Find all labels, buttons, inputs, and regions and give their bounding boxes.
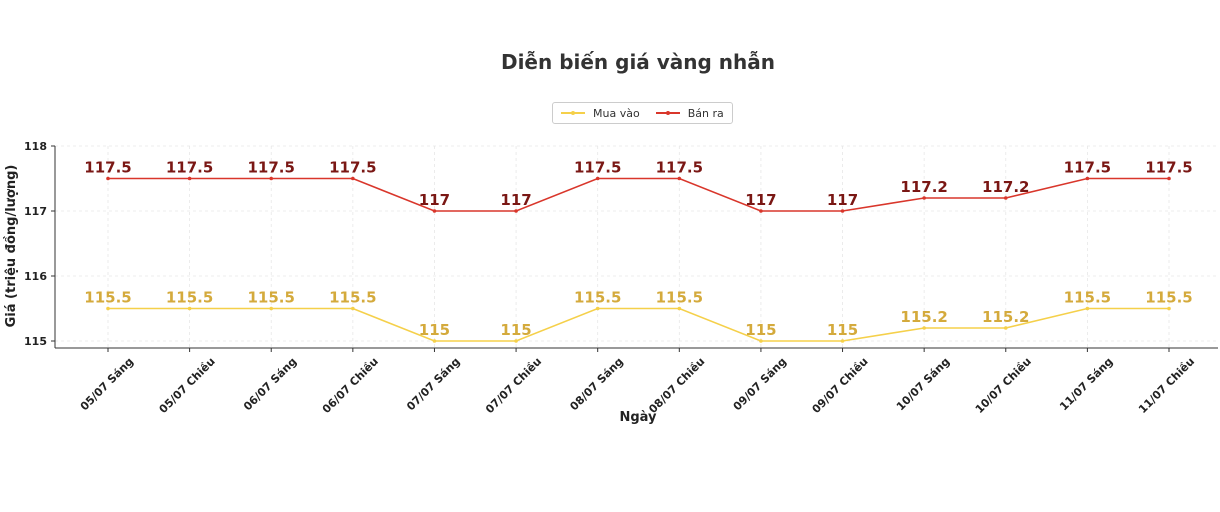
data-label: 115.2 xyxy=(900,308,947,326)
data-label: 117 xyxy=(745,191,776,209)
data-point xyxy=(351,176,355,181)
data-point xyxy=(922,196,926,200)
data-label: 117.5 xyxy=(1145,159,1192,177)
data-point xyxy=(1085,176,1090,181)
data-point xyxy=(269,306,274,311)
data-point xyxy=(432,209,437,213)
data-label: 115 xyxy=(500,321,531,339)
grid xyxy=(55,145,1218,348)
legend-swatch-mua-vao xyxy=(561,109,585,117)
data-label: 117 xyxy=(827,191,858,209)
data-label: 115.5 xyxy=(1145,289,1192,307)
data-point xyxy=(432,339,437,343)
data-point xyxy=(1003,326,1008,330)
data-label: 117.5 xyxy=(329,159,376,177)
data-point xyxy=(677,176,682,181)
x-tick-label: 07/07 Sáng xyxy=(404,355,462,413)
data-label: 117.2 xyxy=(900,178,947,196)
y-tick-label: 117 xyxy=(24,205,47,218)
series xyxy=(106,176,1171,343)
data-point xyxy=(840,339,845,343)
x-tick-label: 06/07 Chiều xyxy=(320,355,381,416)
data-point xyxy=(351,306,355,311)
data-label: 115 xyxy=(745,321,776,339)
x-tick-label: 11/07 Sáng xyxy=(1057,355,1115,413)
data-label: 115.5 xyxy=(656,289,703,307)
data-point xyxy=(1003,196,1008,200)
x-tick-label: 08/07 Sáng xyxy=(567,355,625,413)
data-point xyxy=(677,306,682,311)
data-point xyxy=(106,306,110,311)
data-label: 117.5 xyxy=(248,159,295,177)
x-tick-label: 10/07 Sáng xyxy=(894,355,952,413)
data-point xyxy=(514,209,518,213)
data-point xyxy=(1167,306,1171,311)
data-label: 115.5 xyxy=(574,289,621,307)
data-label: 115 xyxy=(419,321,450,339)
data-label: 117.5 xyxy=(1064,159,1111,177)
legend-label-mua-vao: Mua vào xyxy=(593,106,640,120)
data-point xyxy=(759,209,763,213)
legend-label-ban-ra: Bán ra xyxy=(687,106,724,120)
data-point xyxy=(595,306,600,311)
data-label: 117 xyxy=(500,191,531,209)
data-label: 117.5 xyxy=(574,159,621,177)
data-point xyxy=(1167,176,1171,181)
series-line-ban-ra xyxy=(108,177,1169,212)
x-tick-label: 09/07 Chiều xyxy=(810,355,871,416)
legend-swatch-ban-ra xyxy=(655,109,680,117)
x-tick-label: 08/07 Chiều xyxy=(646,355,707,416)
data-point xyxy=(922,326,926,330)
y-axis-title: Giá (triệu đồng/lượng) xyxy=(4,165,19,328)
data-point xyxy=(1085,306,1090,311)
data-label: 115.2 xyxy=(982,308,1029,326)
data-point xyxy=(514,339,518,343)
data-point xyxy=(759,339,763,343)
y-tick-label: 116 xyxy=(24,270,47,283)
data-point xyxy=(269,176,274,181)
data-label: 117.2 xyxy=(982,178,1029,196)
legend-item-mua-vao: Mua vào xyxy=(561,107,640,120)
series-line-mua-vao xyxy=(108,307,1169,342)
x-tick-label: 11/07 Chiều xyxy=(1136,355,1197,416)
x-tick-label: 05/07 Sáng xyxy=(78,355,136,413)
x-tick-label: 06/07 Sáng xyxy=(241,355,299,413)
data-point xyxy=(187,176,192,181)
x-tick-label: 07/07 Chiều xyxy=(483,355,544,416)
x-tick-label: 10/07 Chiều xyxy=(973,355,1034,416)
data-labels: 115.5 115.5 115.5 115.5 115 115 115.5 115.5 115 1… xyxy=(84,159,1192,340)
x-tick-label: 09/07 Sáng xyxy=(731,355,789,413)
x-tick-label: 05/07 Chiều xyxy=(157,355,218,416)
data-point xyxy=(106,176,110,181)
data-point xyxy=(840,209,845,213)
axes: 115 116 117 118 05/07 Sáng 05/07 Chiều 06/07 S… xyxy=(24,140,1218,416)
data-label: 115.5 xyxy=(329,289,376,307)
legend: Mua vào Bán ra xyxy=(552,102,733,124)
data-label: 117.5 xyxy=(84,159,131,177)
data-label: 115.5 xyxy=(166,289,213,307)
y-tick-label: 115 xyxy=(24,335,47,348)
y-tick-label: 118 xyxy=(24,140,47,153)
data-label: 115.5 xyxy=(1064,289,1111,307)
data-label: 115.5 xyxy=(84,289,131,307)
legend-item-ban-ra: Bán ra xyxy=(655,106,724,120)
data-label: 117 xyxy=(419,191,450,209)
data-label: 115 xyxy=(827,321,858,339)
data-label: 117.5 xyxy=(166,159,213,177)
data-label: 115.5 xyxy=(248,289,295,307)
data-label: 117.5 xyxy=(656,159,703,177)
chart-title: Diễn biến giá vàng nhẫn xyxy=(500,50,776,74)
data-point xyxy=(595,176,600,181)
x-axis-title: Ngày xyxy=(619,410,657,425)
data-point xyxy=(187,306,192,311)
